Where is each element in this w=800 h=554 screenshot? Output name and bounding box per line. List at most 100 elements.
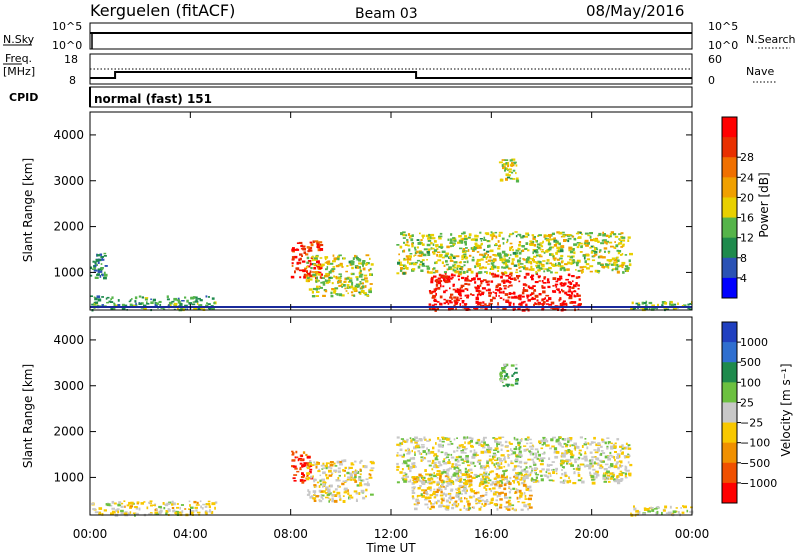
data-pixel	[465, 475, 468, 479]
data-pixel	[165, 510, 169, 513]
data-pixel	[172, 509, 176, 513]
data-pixel	[433, 496, 437, 499]
data-pixel	[403, 257, 406, 260]
data-pixel	[522, 235, 525, 238]
data-pixel	[508, 441, 511, 444]
data-pixel	[590, 251, 594, 254]
data-pixel	[475, 301, 479, 304]
data-pixel	[569, 438, 573, 442]
data-pixel	[324, 256, 329, 259]
data-pixel	[618, 455, 621, 458]
velocity-colorbar-label: Velocity [m s⁻¹]	[779, 363, 793, 456]
data-pixel	[314, 491, 316, 495]
data-pixel	[604, 441, 607, 445]
data-pixel	[501, 272, 504, 275]
data-pixel	[530, 268, 535, 271]
data-pixel	[363, 292, 367, 295]
data-pixel	[98, 258, 102, 262]
data-pixel	[589, 471, 591, 474]
data-pixel	[206, 302, 208, 305]
data-pixel	[406, 459, 411, 462]
data-pixel	[621, 472, 625, 474]
data-pixel	[214, 506, 216, 510]
data-pixel	[511, 162, 514, 165]
data-pixel	[442, 285, 445, 288]
data-pixel	[92, 260, 95, 263]
data-pixel	[318, 499, 323, 503]
data-pixel	[523, 300, 526, 303]
data-pixel	[194, 300, 199, 303]
data-pixel	[464, 467, 467, 470]
data-pixel	[456, 475, 459, 478]
data-pixel	[306, 246, 310, 249]
data-pixel	[563, 282, 567, 285]
data-pixel	[312, 275, 316, 278]
data-pixel	[403, 472, 407, 474]
data-pixel	[463, 484, 467, 487]
data-pixel	[448, 478, 451, 482]
colorbar-swatch	[722, 382, 737, 403]
data-pixel	[414, 441, 418, 444]
data-pixel	[312, 475, 314, 478]
data-pixel	[302, 269, 306, 272]
data-pixel	[455, 307, 457, 310]
xaxis-title: Time UT	[365, 541, 416, 554]
data-pixel	[435, 292, 437, 296]
data-pixel	[433, 300, 438, 302]
data-pixel	[517, 441, 521, 445]
data-pixel	[166, 298, 170, 301]
data-pixel	[613, 456, 616, 459]
data-pixel	[552, 468, 555, 471]
data-pixel	[342, 500, 346, 503]
data-pixel	[489, 501, 493, 504]
data-pixel	[472, 256, 475, 259]
data-pixel	[505, 501, 510, 504]
data-pixel	[498, 466, 503, 469]
data-pixel	[502, 385, 506, 387]
data-pixel	[518, 303, 521, 306]
data-pixel	[190, 509, 193, 513]
data-pixel	[607, 266, 610, 269]
data-pixel	[324, 289, 328, 293]
data-pixel	[321, 263, 325, 266]
data-pixel	[502, 290, 505, 294]
colorbar-swatch	[722, 277, 737, 299]
data-pixel	[291, 248, 295, 252]
data-pixel	[414, 246, 416, 250]
data-pixel	[593, 469, 596, 471]
data-pixel	[306, 463, 310, 467]
data-pixel	[533, 255, 537, 258]
data-pixel	[606, 447, 609, 450]
data-pixel	[479, 467, 484, 470]
data-pixel	[493, 453, 497, 457]
data-pixel	[538, 262, 543, 265]
data-pixel	[529, 240, 533, 243]
data-pixel	[357, 284, 360, 288]
data-pixel	[360, 489, 365, 493]
data-pixel	[110, 307, 114, 310]
data-pixel	[103, 509, 107, 512]
data-pixel	[444, 507, 447, 510]
data-pixel	[186, 308, 189, 311]
data-pixel	[356, 484, 361, 487]
data-pixel	[431, 459, 435, 463]
data-pixel	[492, 455, 495, 458]
data-pixel	[629, 252, 633, 256]
data-pixel	[437, 281, 442, 285]
data-pixel	[90, 295, 93, 297]
data-pixel	[404, 449, 408, 452]
data-pixel	[447, 492, 452, 495]
data-pixel	[171, 507, 175, 509]
data-pixel	[338, 474, 341, 477]
data-pixel	[418, 251, 423, 254]
data-pixel	[593, 255, 596, 257]
data-pixel	[486, 250, 490, 253]
data-pixel	[450, 293, 454, 296]
data-pixel	[491, 497, 494, 500]
data-pixel	[363, 274, 368, 277]
data-pixel	[573, 472, 576, 475]
data-pixel	[446, 278, 450, 281]
data-pixel	[524, 267, 529, 271]
data-pixel	[521, 481, 525, 485]
data-pixel	[509, 248, 512, 251]
